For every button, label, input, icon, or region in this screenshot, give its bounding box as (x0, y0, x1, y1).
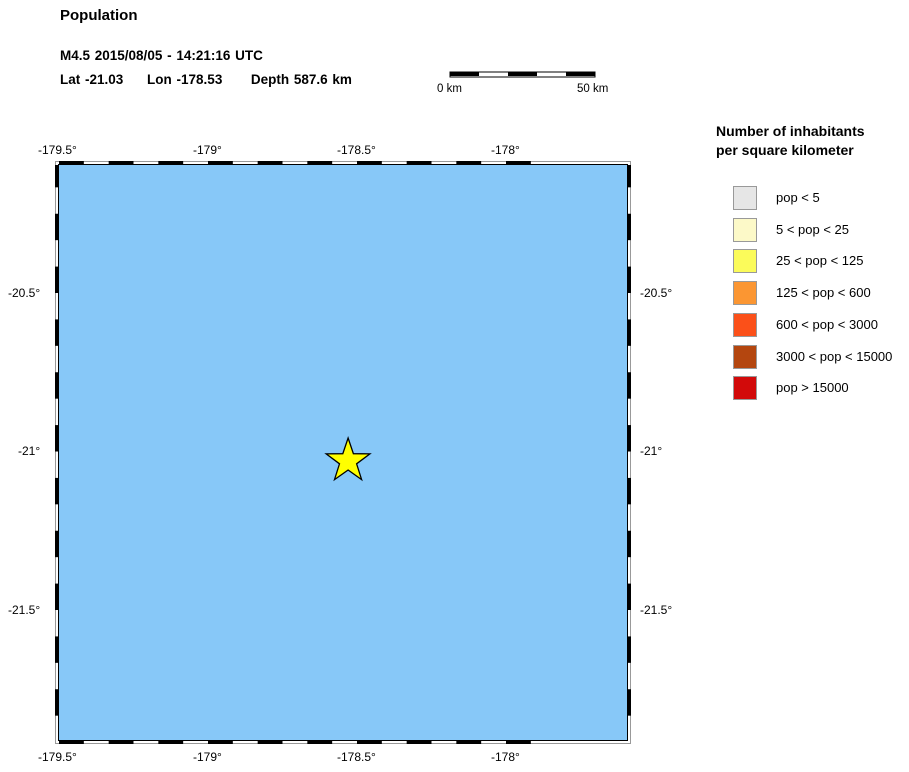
frame-dash (627, 213, 631, 241)
lat-tick-left: -21° (18, 444, 41, 458)
frame-dash (59, 161, 84, 165)
event-lat: Lat -21.03 (60, 72, 124, 87)
event-summary: M4.5 2015/08/05 - 14:21:16 UTC (60, 48, 263, 63)
frame-dash (55, 477, 59, 505)
frame-dash (208, 161, 233, 165)
frame-dash (108, 161, 134, 165)
frame-dash (59, 740, 84, 744)
lon-tick-bottom: -178.5° (337, 750, 376, 764)
frame-dash (627, 319, 631, 346)
frame-dash (55, 425, 59, 452)
lon-tick-bottom: -178° (491, 750, 520, 764)
legend-label: 125 < pop < 600 (776, 285, 871, 301)
frame-dash (357, 161, 382, 165)
frame-dash (506, 740, 531, 744)
lon-tick-top: -179° (193, 143, 222, 157)
lon-tick-top: -178.5° (337, 143, 376, 157)
legend-label: 600 < pop < 3000 (776, 316, 878, 332)
frame-dash (55, 319, 59, 346)
frame-dash (627, 425, 631, 452)
map-title: Population (60, 7, 138, 24)
frame-dash (627, 636, 631, 663)
legend-swatch (733, 249, 757, 274)
legend-swatch (733, 312, 757, 337)
legend-label: 25 < pop < 125 (776, 253, 864, 269)
legend-label: 3000 < pop < 15000 (776, 348, 893, 364)
legend-label: pop > 15000 (776, 380, 849, 396)
frame-dash (456, 161, 482, 165)
frame-dash (627, 689, 631, 716)
frame-dash (307, 740, 333, 744)
frame-dash (627, 372, 631, 399)
frame-dash (627, 583, 631, 611)
frame-dash (257, 740, 283, 744)
legend-title: Number of inhabitants per square kilomet… (716, 122, 865, 160)
frame-dash (158, 161, 184, 165)
legend-swatch (733, 186, 757, 210)
legend-swatch (733, 376, 757, 401)
frame-dash (627, 477, 631, 505)
frame-dash (506, 161, 531, 165)
frame-dash (158, 740, 184, 744)
event-lon: Lon -178.53 (147, 72, 223, 87)
frame-dash (627, 165, 631, 188)
frame-dash (627, 266, 631, 294)
frame-dash (55, 530, 59, 558)
lon-tick-bottom: -179.5° (38, 750, 77, 764)
scale-end: 50 km (577, 83, 609, 95)
frame-dash (406, 161, 432, 165)
lat-tick-right: -21° (640, 444, 663, 458)
event-depth: Depth 587.6 km (250, 72, 352, 87)
frame-dash (55, 583, 59, 611)
map-frame[interactable] (55, 161, 633, 745)
frame-dash (627, 530, 631, 558)
scale-start: 0 km (437, 83, 462, 95)
lat-tick-left: -20.5° (8, 286, 41, 300)
frame-dash (456, 740, 482, 744)
frame-dash (208, 740, 233, 744)
epicenter-star-icon (324, 435, 372, 482)
legend-label: 5 < pop < 25 (776, 221, 850, 237)
legend-title-line1: Number of inhabitants (716, 123, 865, 139)
lon-tick-bottom: -179° (193, 750, 222, 764)
scale-bar (449, 71, 596, 78)
frame-dash (307, 161, 333, 165)
lat-tick-left: -21.5° (8, 603, 41, 617)
legend-title-line2: per square kilometer (716, 142, 854, 158)
frame-dash (55, 636, 59, 663)
legend-label: pop < 5 (776, 190, 820, 205)
frame-dash (55, 689, 59, 716)
frame-dash (406, 740, 432, 744)
legend-swatch (733, 281, 757, 306)
frame-dash (257, 161, 283, 165)
frame-dash (55, 165, 59, 188)
frame-inner (58, 164, 628, 741)
lon-tick-top: -179.5° (38, 143, 77, 157)
lat-tick-right: -20.5° (640, 286, 673, 300)
legend-swatch (733, 217, 757, 242)
frame-dash (108, 740, 134, 744)
lat-tick-right: -21.5° (640, 603, 673, 617)
lon-tick-top: -178° (491, 143, 520, 157)
frame-dash (55, 266, 59, 294)
frame-dash (55, 372, 59, 399)
frame-outline (55, 161, 631, 744)
event-location: Lat -21.03 Lon -178.53 Depth 587.6 km (60, 72, 352, 87)
frame-dash (357, 740, 382, 744)
legend-swatch (733, 344, 757, 369)
frame-dash (55, 213, 59, 241)
